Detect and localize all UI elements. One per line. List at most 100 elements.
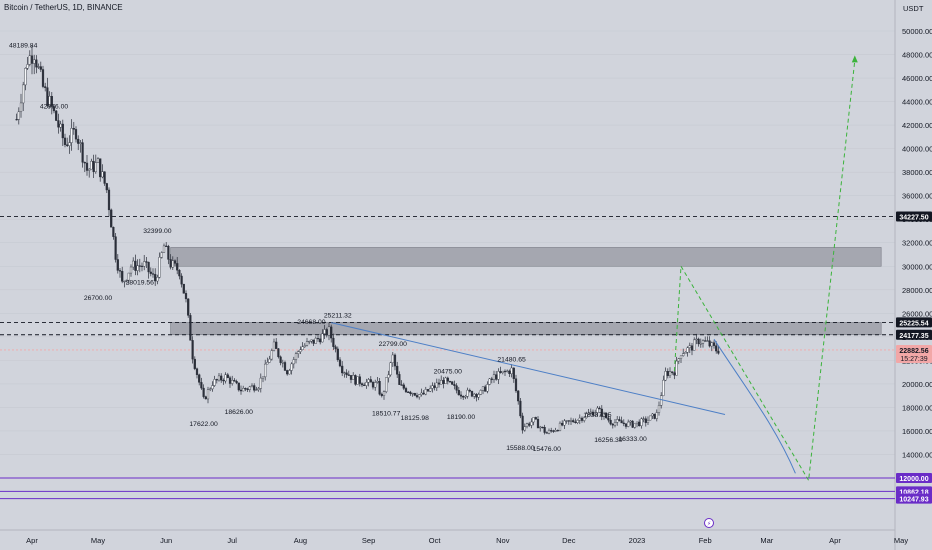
candle-body [299, 349, 302, 352]
candle-body [633, 423, 636, 428]
candle-body [523, 426, 526, 431]
candle-body [371, 382, 375, 388]
candle-body [129, 266, 133, 274]
projection-arrowhead [851, 55, 858, 63]
candle-body [308, 340, 311, 343]
candle-body [266, 362, 269, 365]
candle-body [600, 408, 603, 417]
x-tick-label: Jun [160, 536, 172, 545]
candle-body [565, 420, 568, 422]
y-tick-label: 38000.00 [902, 168, 932, 177]
candle-body [81, 142, 84, 163]
candle-body [514, 378, 518, 392]
candle-body [41, 69, 45, 87]
candle-body [369, 379, 372, 383]
candle-body [305, 341, 309, 346]
candle-body [358, 376, 361, 384]
price-annotation: 20475.00 [434, 368, 463, 375]
candle-body [138, 265, 141, 267]
candle-body [677, 358, 680, 362]
candle-body [396, 365, 399, 375]
candle-body [46, 87, 49, 106]
y-tick-label: 36000.00 [902, 192, 932, 201]
candle-body [347, 374, 350, 376]
candle-body [107, 189, 111, 211]
price-tag-label: 22882.56 [899, 348, 928, 355]
candle-body [286, 370, 289, 375]
candle-body [57, 120, 60, 128]
candle-body [385, 377, 388, 392]
y-tick-label: 48000.00 [902, 51, 932, 60]
y-tick-label: 20000.00 [902, 380, 932, 389]
candle-body [415, 395, 419, 398]
candle-body [246, 388, 249, 390]
candle-body [609, 419, 612, 425]
candle-body [360, 383, 364, 386]
candle-body [418, 394, 421, 398]
candle-body [684, 352, 687, 354]
candle-body [499, 371, 502, 373]
candle-body [475, 393, 478, 398]
candle-body [536, 419, 540, 429]
candle-body [248, 386, 251, 390]
candle-body [611, 423, 614, 426]
candle-body [288, 370, 291, 375]
candle-body [17, 111, 20, 120]
candle-body [321, 333, 324, 343]
candle-body [488, 378, 491, 385]
candle-body [398, 374, 401, 385]
candle-body [519, 400, 522, 417]
candle-body [297, 351, 300, 354]
candle-body [481, 386, 485, 391]
candle-body [464, 396, 467, 398]
candle-body [48, 96, 51, 106]
candle-body [37, 66, 40, 68]
y-tick-label: 40000.00 [902, 145, 932, 154]
candle-body [180, 275, 183, 285]
candle-body [61, 123, 64, 139]
candle-body [226, 374, 229, 378]
candle-body [479, 390, 482, 395]
candle-body [554, 430, 557, 432]
candle-body [116, 259, 119, 271]
price-tag-label: 34227.50 [899, 215, 928, 222]
candle-body [503, 370, 507, 373]
chart-title: Bitcoin / TetherUS, 1D, BINANCE [4, 3, 123, 12]
candle-body [704, 340, 707, 342]
candle-body [202, 387, 205, 397]
y-tick-label: 14000.00 [902, 450, 932, 459]
y-tick-label: 32000.00 [902, 239, 932, 248]
candle-body [508, 370, 511, 374]
candle-body [690, 345, 694, 351]
price-annotation: 18190.00 [447, 414, 476, 421]
price-annotation: 24668.00 [297, 319, 326, 326]
candle-body [88, 168, 91, 171]
candle-body [59, 123, 62, 128]
y-tick-label: 30000.00 [902, 262, 932, 271]
candle-body [400, 384, 403, 386]
price-annotation: 48189.84 [9, 42, 38, 49]
candle-body [598, 407, 601, 410]
candle-body [217, 375, 221, 381]
y-tick-label: 18000.00 [902, 403, 932, 412]
candle-body [136, 265, 139, 271]
candle-body [215, 379, 218, 381]
candle-body [332, 337, 335, 347]
candle-body [79, 142, 82, 144]
candle-body [257, 388, 260, 390]
candle-body [688, 345, 691, 349]
candle-body [165, 245, 168, 247]
candle-body [250, 385, 254, 388]
candle-body [440, 379, 443, 385]
candle-body [189, 315, 192, 341]
candle-body [140, 265, 144, 267]
candle-body [143, 261, 146, 267]
candle-body [613, 422, 617, 426]
price-tag [896, 473, 932, 483]
candle-body [534, 417, 537, 420]
candle-body [55, 110, 58, 121]
candle-body [435, 382, 438, 388]
candle-body [437, 382, 441, 385]
candle-body [191, 340, 194, 360]
